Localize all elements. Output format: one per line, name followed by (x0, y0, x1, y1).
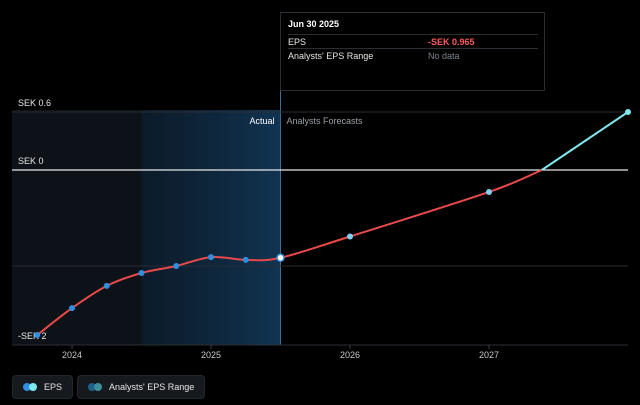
legend-range-dot-a (88, 383, 97, 391)
legend-range-label: Analysts' EPS Range (109, 382, 195, 392)
eps-point-7 (276, 253, 285, 263)
legend-eps-icon (23, 383, 37, 391)
forecast-label: Analysts Forecasts (287, 116, 364, 126)
tooltip-eps-label: EPS (288, 37, 307, 47)
tooltip-range-label: Analysts' EPS Range (288, 51, 374, 61)
tooltip: Jun 30 2025 EPS -SEK 0.965 Analysts' EPS… (280, 12, 545, 91)
eps-point-1 (69, 305, 75, 312)
x-tick-label-3: 2027 (479, 350, 499, 360)
eps-point-3 (138, 270, 145, 277)
eps-line-negative (36, 169, 543, 336)
legend-range-icon (88, 383, 103, 391)
eps-point-8 (347, 233, 353, 240)
y-tick-label-2: -SEK 2 (18, 331, 47, 341)
eps-point-6 (242, 256, 249, 263)
tooltip-range-value: No data (428, 51, 460, 61)
y-tick-label-0: SEK 0.6 (18, 98, 51, 108)
highlight-band (141, 110, 281, 345)
x-tick-label-0: 2024 (62, 350, 82, 360)
eps-point-2 (103, 282, 110, 289)
y-tick-label-1: SEK 0 (18, 156, 44, 166)
tooltip-eps-value: -SEK 0.965 (428, 37, 475, 47)
eps-line-positive (541, 111, 629, 171)
tooltip-date: Jun 30 2025 (288, 19, 340, 29)
legend-eps-label: EPS (44, 382, 63, 392)
x-tick-label-1: 2025 (201, 350, 221, 360)
eps-point-5 (208, 254, 214, 261)
legend-range-dot-b (94, 383, 103, 391)
eps-point-4 (173, 263, 180, 269)
legend: EPS Analysts' EPS Range (12, 375, 206, 399)
legend-item-eps[interactable]: EPS (12, 375, 74, 399)
eps-point-10 (625, 109, 631, 115)
legend-item-range[interactable]: Analysts' EPS Range (77, 375, 206, 399)
eps-point-0 (34, 331, 41, 338)
tooltip-row-eps: EPS -SEK 0.965 (288, 34, 538, 48)
eps-point-9 (486, 188, 492, 195)
actual-label: Actual (249, 116, 274, 126)
x-tick-label-2: 2026 (340, 350, 360, 360)
legend-eps-dot-a (23, 383, 31, 391)
legend-eps-dot-b (29, 383, 37, 391)
tooltip-row-range: Analysts' EPS Range No data (288, 48, 538, 62)
